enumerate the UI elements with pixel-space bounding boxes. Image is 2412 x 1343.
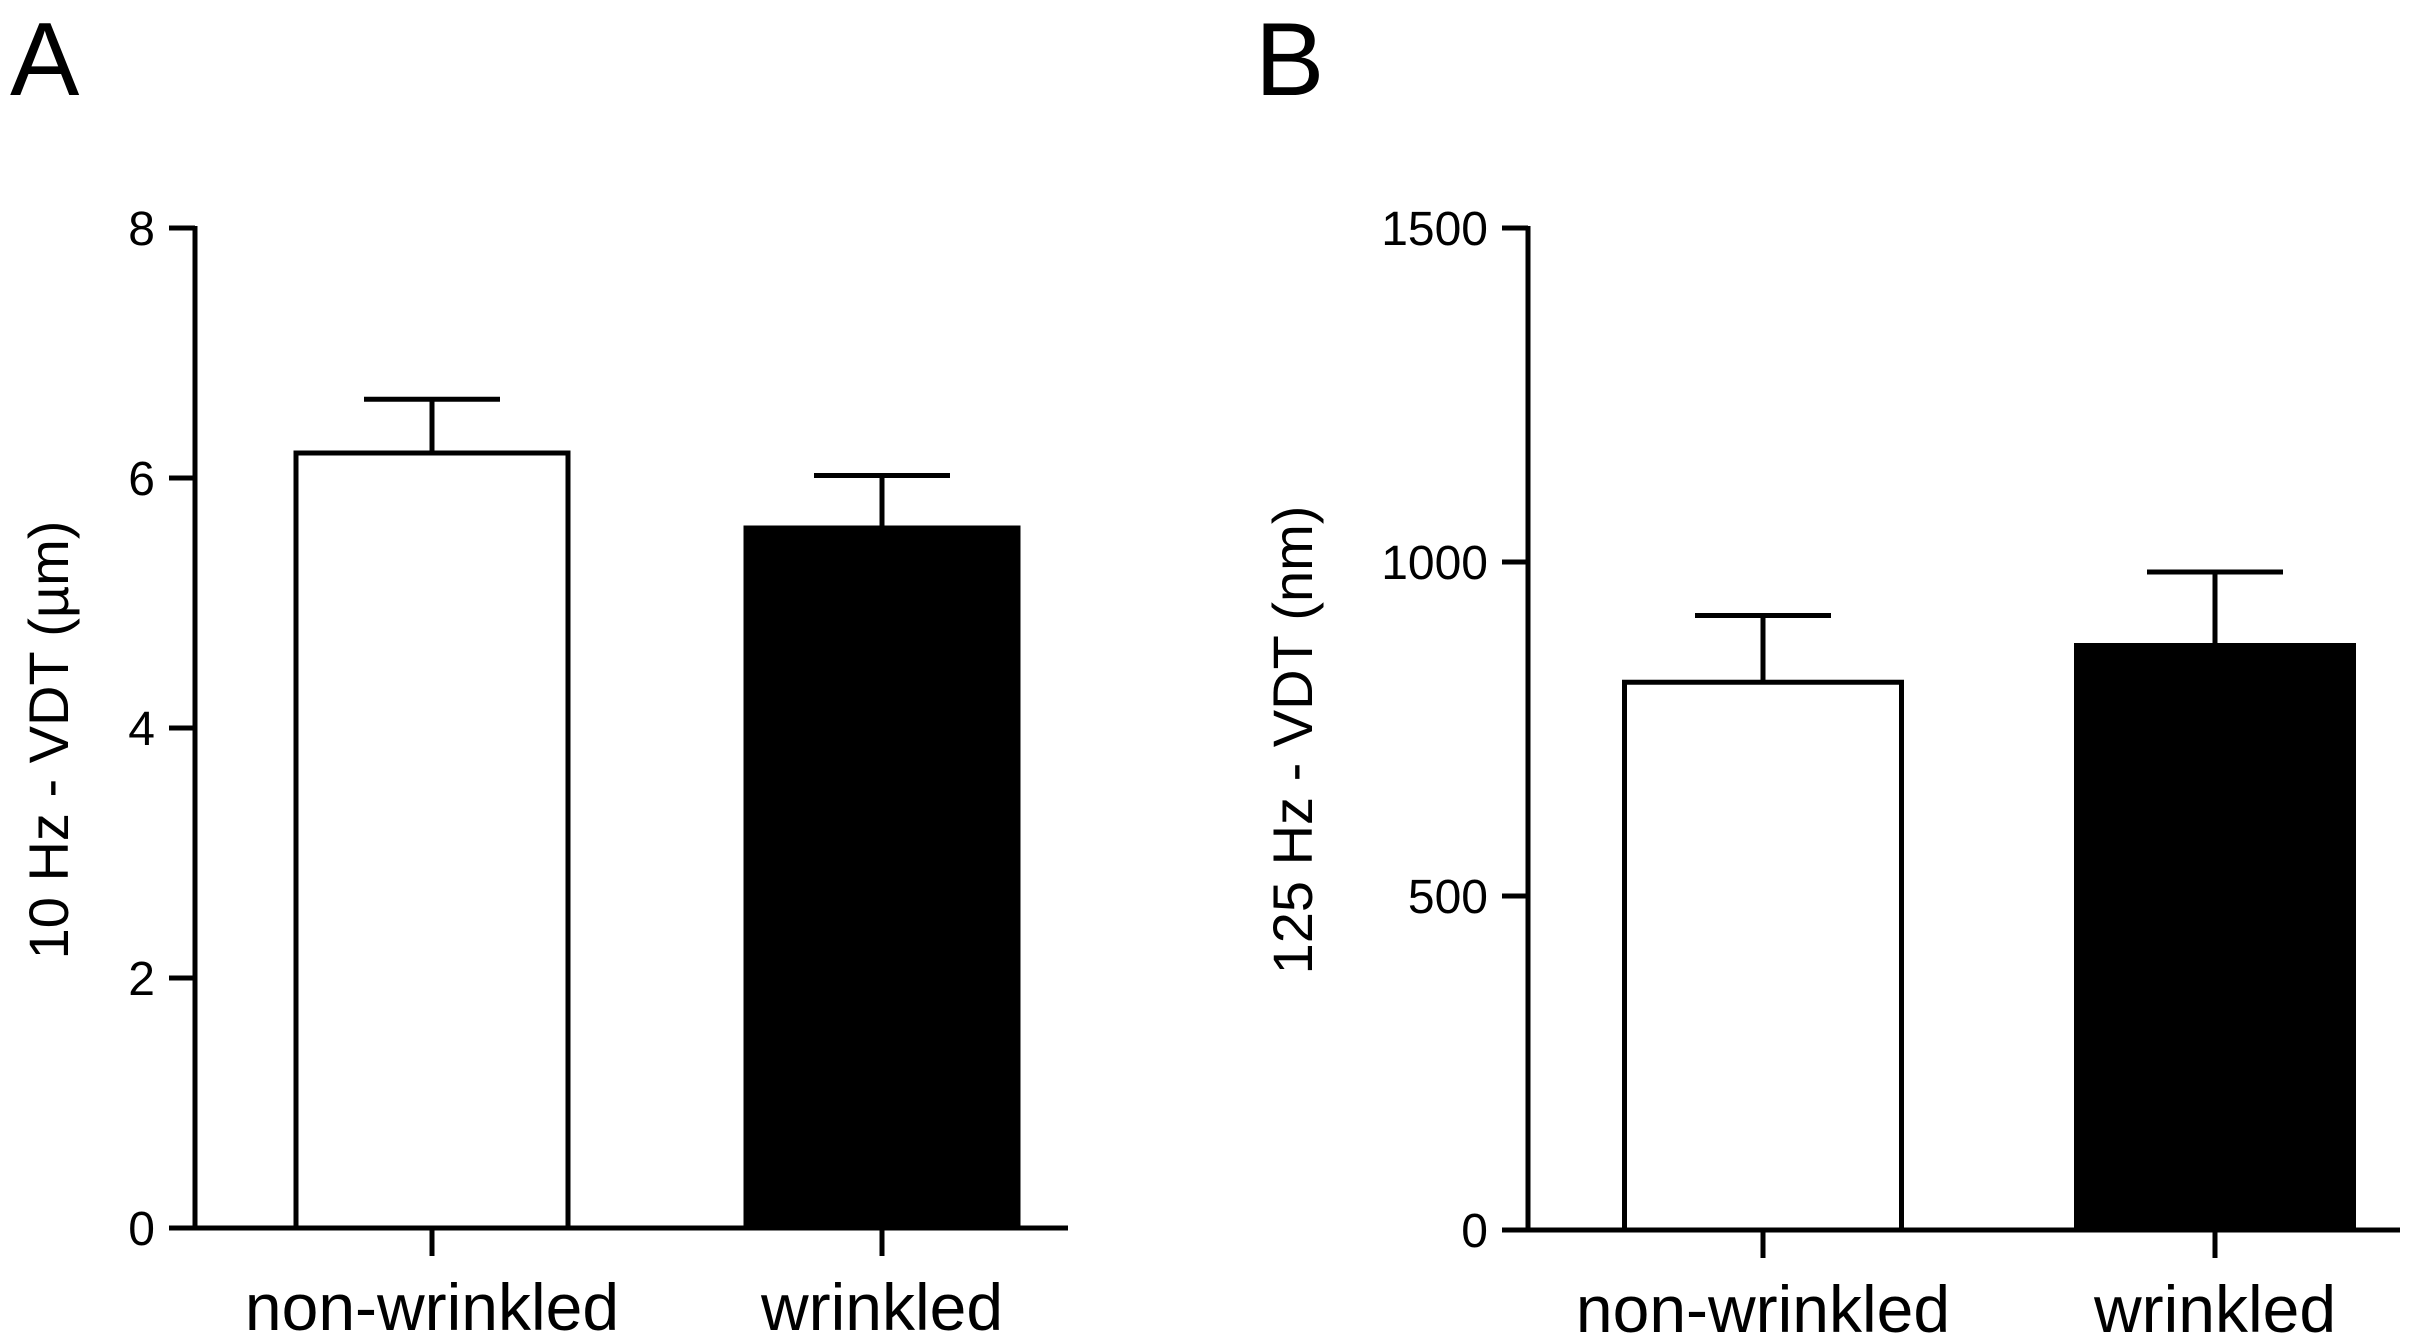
x-tick-label-b-wrinkled: wrinkled xyxy=(2093,1272,2336,1343)
y-tick-label-a-3: 6 xyxy=(128,453,155,506)
bar-a-non-wrinkled xyxy=(293,450,571,1231)
y-tick-label-a-0: 0 xyxy=(128,1203,155,1256)
panel-a: A 10 Hz - VDT (µm) 0 2 4 6 8 non-wrinkled wrin… xyxy=(10,2,1068,1343)
y-tick-label-a-2: 4 xyxy=(128,703,155,756)
x-tick-label-a-wrinkled: wrinkled xyxy=(760,1270,1003,1343)
panel-letter-a: A xyxy=(10,2,80,118)
plot-area-a: 0 2 4 6 8 non-wrinkled wrinkled xyxy=(128,203,1068,1343)
y-tick-label-a-1: 2 xyxy=(128,953,155,1006)
x-tick-label-b-non-wrinkled: non-wrinkled xyxy=(1576,1272,1950,1343)
panel-letter-b: B xyxy=(1255,2,1324,118)
y-tick-label-a-4: 8 xyxy=(128,203,155,256)
bar-a-wrinkled xyxy=(743,525,1021,1231)
y-tick-label-b-2: 1000 xyxy=(1381,537,1488,590)
y-tick-label-b-1: 500 xyxy=(1408,871,1488,924)
panel-b: B 125 Hz - VDT (nm) 0 500 1000 1500 non-wrin… xyxy=(1255,2,2400,1343)
plot-area-b: 0 500 1000 1500 non-wrinkled wrinkled xyxy=(1381,203,2400,1343)
bar-b-non-wrinkled xyxy=(1622,679,1904,1233)
y-axis-label-b: 125 Hz - VDT (nm) xyxy=(1261,506,1324,975)
y-tick-label-b-3: 1500 xyxy=(1381,203,1488,256)
y-axis-label-a: 10 Hz - VDT (µm) xyxy=(17,521,80,960)
x-tick-label-a-non-wrinkled: non-wrinkled xyxy=(245,1270,619,1343)
bar-b-wrinkled xyxy=(2074,643,2356,1233)
y-tick-label-b-0: 0 xyxy=(1461,1205,1488,1258)
